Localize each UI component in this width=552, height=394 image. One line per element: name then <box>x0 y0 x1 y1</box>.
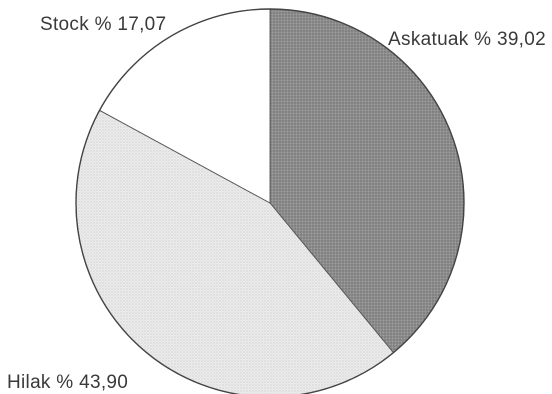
slice-label-askatuak: Askatuak % 39,02 <box>388 29 546 50</box>
slice-label-hilak: Hilak % 43,90 <box>7 372 128 393</box>
slice-label-stock: Stock % 17,07 <box>40 14 166 35</box>
pie-outline <box>75 8 465 394</box>
pie-slices <box>75 8 465 394</box>
